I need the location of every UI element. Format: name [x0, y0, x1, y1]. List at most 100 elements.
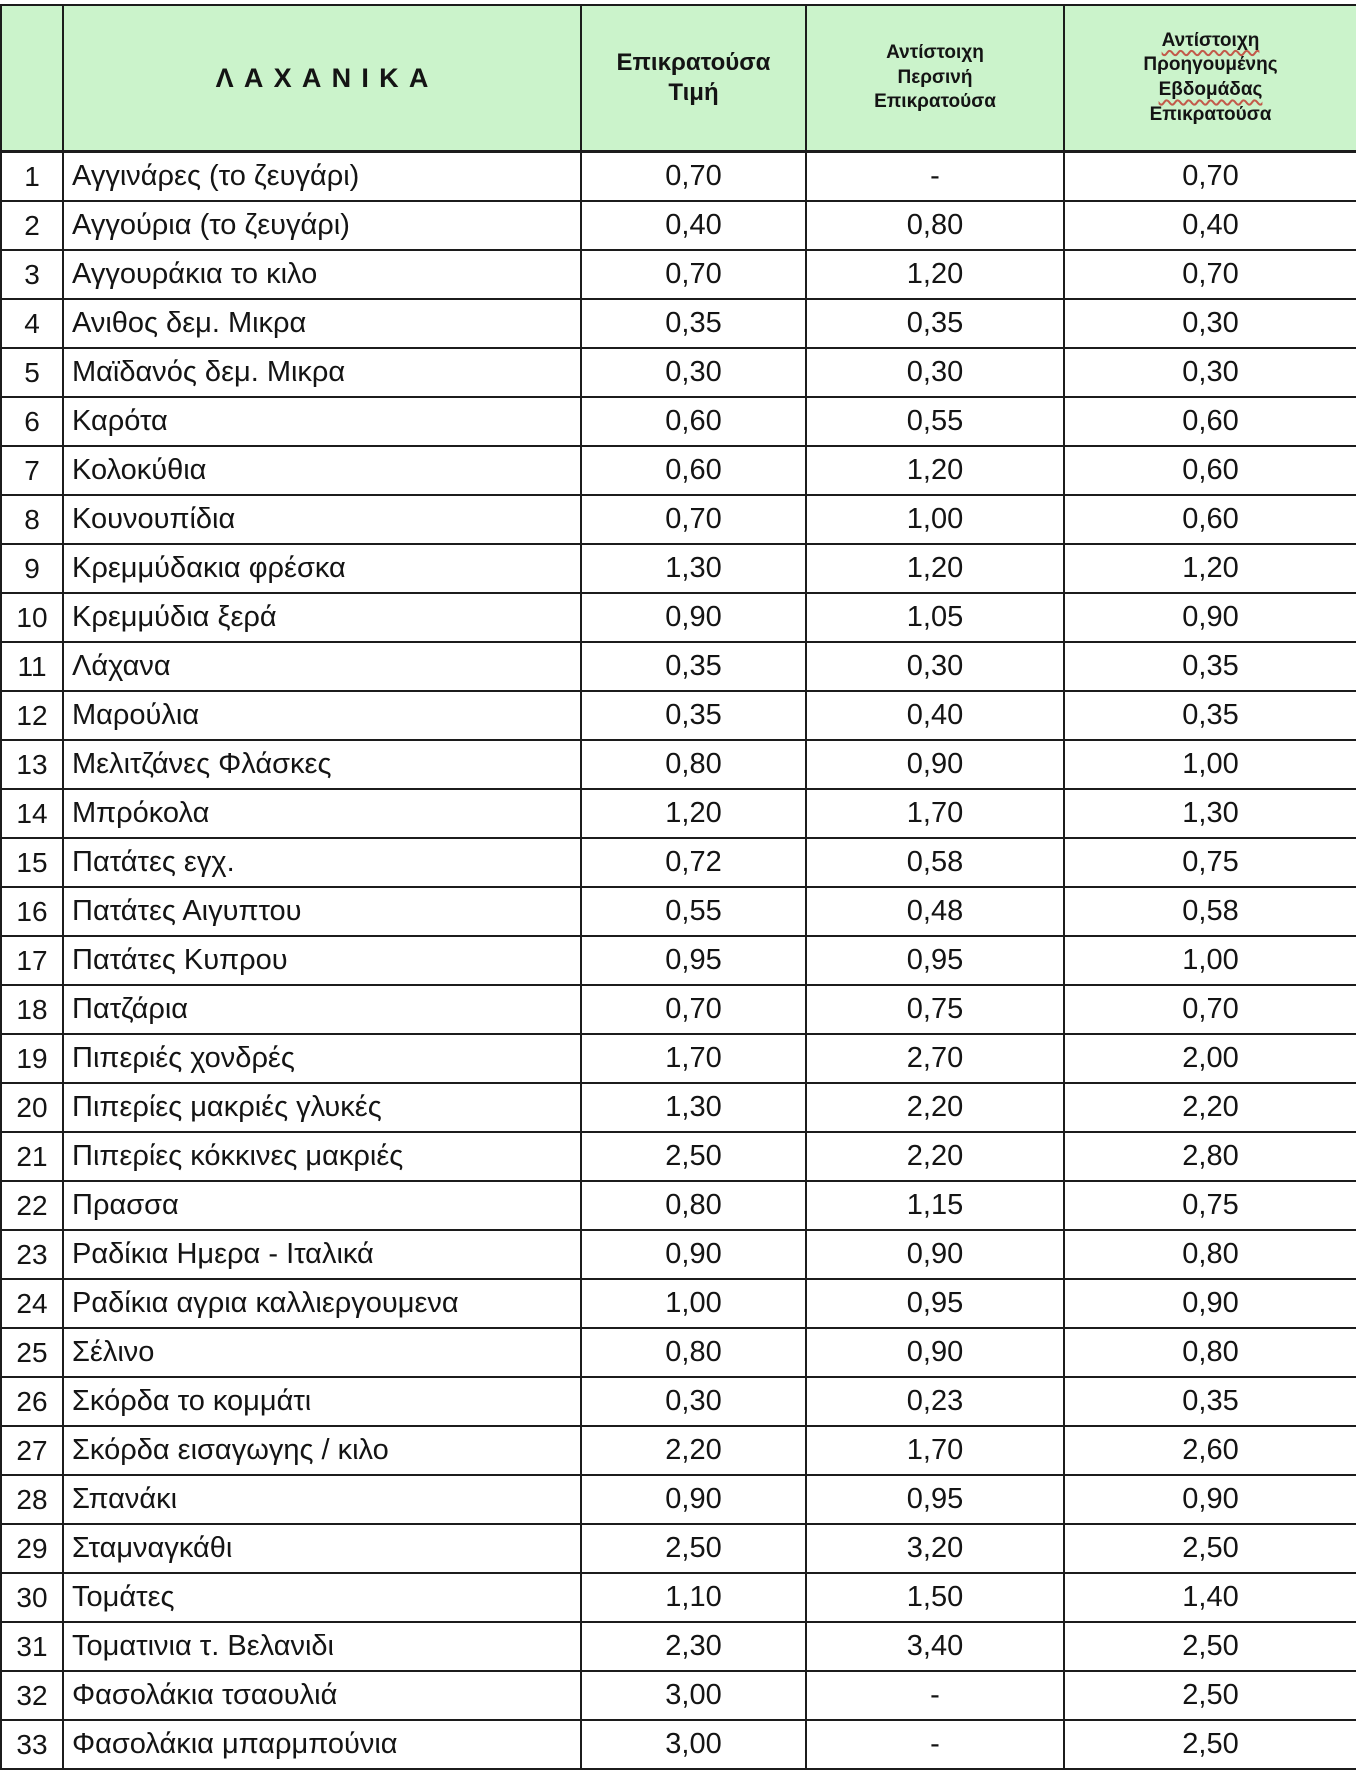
cell-last-year: 0,23 [805, 1376, 1065, 1427]
table-row: 6 Καρότα 0,60 0,55 0,60 [0, 396, 1356, 447]
cell-name: Ραδίκια αγρια καλλιεργουμενα [62, 1278, 582, 1329]
cell-prev-week: 2,80 [1063, 1131, 1356, 1182]
table-row: 23 Ραδίκια Ημερα - Ιταλικά 0,90 0,90 0,80 [0, 1229, 1356, 1280]
cell-name: Μαρούλια [62, 690, 582, 741]
cell-price: 3,00 [580, 1719, 807, 1770]
cell-num: 33 [0, 1719, 64, 1770]
table-row: 33 Φασολάκια μπαρμπούνια 3,00-2,50 [0, 1719, 1356, 1770]
cell-prev-week: 1,40 [1063, 1572, 1356, 1623]
header-line: Επικρατούσα [1149, 103, 1272, 125]
cell-num: 25 [0, 1327, 64, 1378]
vegetable-price-table: ΛΑΧΑΝΙΚΑ Επικρατούσα Τιμή Αντίστοιχη Περ… [0, 4, 1356, 1770]
cell-num: 19 [0, 1033, 64, 1084]
cell-price: 0,90 [580, 1229, 807, 1280]
cell-name: Σέλινο [62, 1327, 582, 1378]
cell-price: 0,70 [580, 494, 807, 545]
table-row: 24 Ραδίκια αγρια καλλιεργουμενα 1,00 0,95 0,… [0, 1278, 1356, 1329]
cell-last-year: 0,90 [805, 1229, 1065, 1280]
header-line-spellcheck: Εβδομάδας [1158, 79, 1263, 100]
table-row: 32 Φασολάκια τσαουλιά 3,00-2,50 [0, 1670, 1356, 1721]
cell-name: Αγγούρια (το ζευγάρι) [62, 200, 582, 251]
cell-prev-week: 0,60 [1063, 494, 1356, 545]
table-row: 13 Μελιτζάνες Φλάσκες 0,80 0,90 1,00 [0, 739, 1356, 790]
cell-last-year: 3,40 [805, 1621, 1065, 1672]
table-row: 1 Αγγινάρες (το ζευγάρι) 0,70-0,70 [0, 150, 1356, 202]
table-row: 25 Σέλινο 0,80 0,90 0,80 [0, 1327, 1356, 1378]
cell-last-year: 0,58 [805, 837, 1065, 888]
cell-num: 28 [0, 1474, 64, 1525]
table-row: 29 Σταμναγκάθι 2,50 3,20 2,50 [0, 1523, 1356, 1574]
cell-last-year: 1,70 [805, 1425, 1065, 1476]
cell-last-year: 2,20 [805, 1082, 1065, 1133]
cell-price: 0,35 [580, 641, 807, 692]
cell-name: Λάχανα [62, 641, 582, 692]
header-previous-week-prevailing: Αντίστοιχη Προηγουμένης Εβδομάδας Επικρα… [1063, 4, 1356, 153]
cell-prev-week: 0,30 [1063, 347, 1356, 398]
table-row: 31 Τοματινια τ. Βελανιδι 2,30 3,40 2,50 [0, 1621, 1356, 1672]
cell-num: 16 [0, 886, 64, 937]
cell-prev-week: 0,60 [1063, 396, 1356, 447]
cell-price: 1,00 [580, 1278, 807, 1329]
cell-prev-week: 2,60 [1063, 1425, 1356, 1476]
cell-last-year: 0,95 [805, 1474, 1065, 1525]
cell-num: 17 [0, 935, 64, 986]
cell-price: 0,95 [580, 935, 807, 986]
cell-num: 26 [0, 1376, 64, 1427]
cell-name: Μαϊδανός δεμ. Μικρα [62, 347, 582, 398]
table-row: 2 Αγγούρια (το ζευγάρι) 0,40 0,80 0,40 [0, 200, 1356, 251]
cell-name: Σπανάκι [62, 1474, 582, 1525]
cell-num: 5 [0, 347, 64, 398]
cell-name: Σταμναγκάθι [62, 1523, 582, 1574]
cell-num: 7 [0, 445, 64, 496]
cell-name: Πατζάρια [62, 984, 582, 1035]
cell-last-year: 3,20 [805, 1523, 1065, 1574]
cell-name: Καρότα [62, 396, 582, 447]
cell-name: Αγγουράκια το κιλο [62, 249, 582, 300]
cell-last-year: - [805, 1670, 1065, 1721]
cell-price: 0,90 [580, 592, 807, 643]
cell-price: 2,30 [580, 1621, 807, 1672]
cell-name: Κουνουπίδια [62, 494, 582, 545]
cell-price: 0,35 [580, 298, 807, 349]
cell-num: 9 [0, 543, 64, 594]
cell-last-year: 0,35 [805, 298, 1065, 349]
cell-num: 32 [0, 1670, 64, 1721]
cell-name: Πιπεριές χονδρές [62, 1033, 582, 1084]
cell-num: 2 [0, 200, 64, 251]
cell-prev-week: 0,90 [1063, 1278, 1356, 1329]
cell-last-year: 0,30 [805, 347, 1065, 398]
cell-num: 30 [0, 1572, 64, 1623]
cell-num: 6 [0, 396, 64, 447]
cell-num: 3 [0, 249, 64, 300]
cell-last-year: 1,50 [805, 1572, 1065, 1623]
cell-price: 2,50 [580, 1523, 807, 1574]
header-line: Προηγουμένης [1143, 54, 1278, 76]
cell-prev-week: 0,70 [1063, 150, 1356, 202]
cell-name: Κολοκύθια [62, 445, 582, 496]
cell-price: 2,50 [580, 1131, 807, 1182]
cell-last-year: 0,30 [805, 641, 1065, 692]
cell-prev-week: 2,50 [1063, 1719, 1356, 1770]
table-row: 5 Μαϊδανός δεμ. Μικρα 0,30 0,30 0,30 [0, 347, 1356, 398]
cell-name: Μελιτζάνες Φλάσκες [62, 739, 582, 790]
cell-price: 0,55 [580, 886, 807, 937]
cell-last-year: - [805, 1719, 1065, 1770]
table-row: 21 Πιπερίες κόκκινες μακριές 2,50 2,20 2,80 [0, 1131, 1356, 1182]
cell-price: 1,10 [580, 1572, 807, 1623]
table-row: 26 Σκόρδα το κομμάτι 0,30 0,23 0,35 [0, 1376, 1356, 1427]
table-row: 30 Τομάτες 1,10 1,50 1,40 [0, 1572, 1356, 1623]
cell-price: 1,70 [580, 1033, 807, 1084]
cell-num: 11 [0, 641, 64, 692]
cell-name: Πιπερίες κόκκινες μακριές [62, 1131, 582, 1182]
cell-num: 12 [0, 690, 64, 741]
cell-price: 1,30 [580, 1082, 807, 1133]
cell-prev-week: 0,80 [1063, 1327, 1356, 1378]
cell-num: 27 [0, 1425, 64, 1476]
cell-name: Πατάτες Αιγυπτου [62, 886, 582, 937]
cell-price: 0,70 [580, 249, 807, 300]
cell-last-year: 0,95 [805, 935, 1065, 986]
cell-num: 14 [0, 788, 64, 839]
cell-last-year: 1,00 [805, 494, 1065, 545]
table-body: 1 Αγγινάρες (το ζευγάρι) 0,70-0,70 2 Αγγούρι… [0, 150, 1356, 1770]
cell-price: 1,30 [580, 543, 807, 594]
